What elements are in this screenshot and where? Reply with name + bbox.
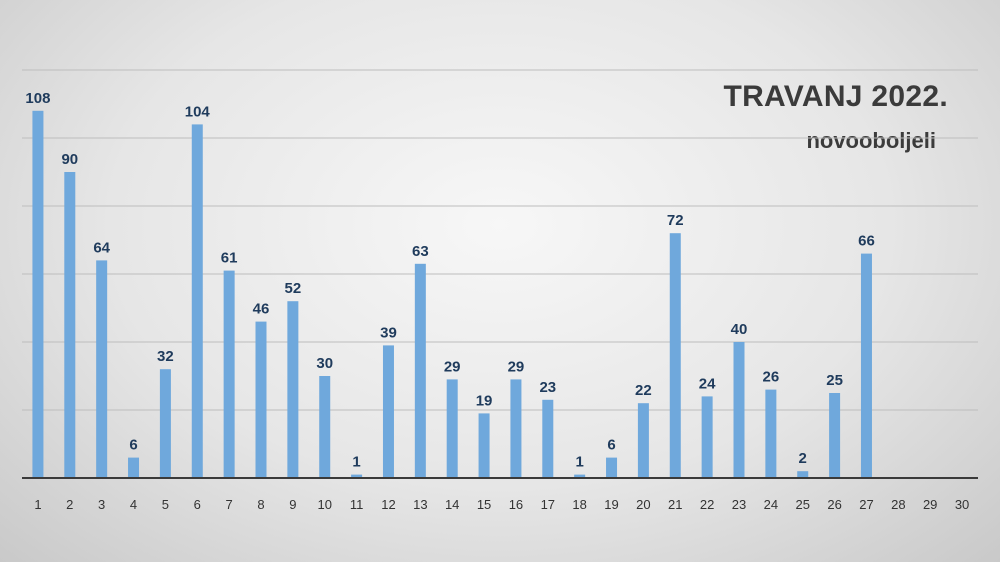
bar	[829, 393, 841, 478]
bar	[351, 474, 363, 478]
data-label: 46	[253, 301, 270, 318]
x-tick-label: 19	[604, 497, 618, 512]
data-label: 104	[185, 103, 211, 120]
x-tick-label: 10	[317, 497, 331, 512]
bar	[319, 376, 331, 478]
data-label: 30	[316, 355, 333, 372]
bar	[191, 124, 203, 479]
data-labels: 108 90 64 6 32 104 61 46 52 30 1 39 63 29 19 29 23 1 6 22 72…	[25, 90, 874, 471]
bar	[669, 233, 681, 478]
data-label: 1	[575, 454, 583, 471]
data-label: 25	[826, 372, 843, 389]
bar	[542, 399, 554, 478]
x-tick-label: 26	[827, 497, 841, 512]
bars	[32, 110, 872, 479]
x-tick-label: 16	[509, 497, 523, 512]
x-tick-label: 6	[194, 497, 201, 512]
bar	[637, 403, 649, 478]
x-tick-label: 25	[795, 497, 809, 512]
data-label: 23	[539, 379, 556, 396]
bar	[223, 270, 235, 478]
gridlines	[22, 69, 978, 411]
data-label: 29	[508, 358, 525, 375]
data-label: 39	[380, 324, 397, 341]
data-label: 6	[129, 437, 137, 454]
bar	[32, 110, 44, 479]
bar	[159, 369, 171, 478]
bar	[64, 172, 76, 478]
x-tick-label: 22	[700, 497, 714, 512]
x-tick-label: 18	[572, 497, 586, 512]
x-tick-label: 21	[668, 497, 682, 512]
data-label: 72	[667, 212, 684, 229]
data-label: 19	[476, 392, 493, 409]
x-tick-label: 1	[34, 497, 41, 512]
bar	[765, 389, 777, 478]
bar	[414, 263, 426, 478]
x-tick-label: 28	[891, 497, 905, 512]
bar	[797, 471, 809, 478]
bar	[860, 253, 872, 478]
data-label: 52	[285, 280, 302, 297]
data-label: 6	[607, 437, 615, 454]
bar	[574, 474, 586, 478]
bar	[255, 321, 267, 478]
data-label: 29	[444, 358, 461, 375]
bar	[606, 457, 618, 478]
bar	[733, 342, 745, 478]
data-label: 90	[61, 151, 78, 168]
data-label: 24	[699, 375, 716, 392]
x-tick-label: 20	[636, 497, 650, 512]
data-label: 61	[221, 250, 238, 267]
data-label: 2	[799, 450, 807, 467]
data-label: 40	[731, 321, 748, 338]
x-tick-labels: 1 2 3 4 5 6 7 8 9 10 11 12 13 14 15 16 17 18 19 20 21 22 23 24 2…	[34, 497, 969, 512]
bar	[287, 301, 299, 478]
x-tick-label: 30	[955, 497, 969, 512]
x-tick-label: 15	[477, 497, 491, 512]
bar	[510, 379, 522, 478]
bar	[128, 457, 140, 478]
bar	[382, 345, 394, 478]
x-tick-label: 11	[350, 497, 364, 512]
data-label: 108	[25, 90, 50, 107]
bar	[96, 260, 108, 478]
x-tick-label: 8	[257, 497, 264, 512]
x-tick-label: 2	[66, 497, 73, 512]
x-tick-label: 5	[162, 497, 169, 512]
x-tick-label: 9	[289, 497, 296, 512]
data-label: 32	[157, 348, 174, 365]
data-label: 26	[763, 369, 780, 386]
data-label: 66	[858, 233, 875, 250]
x-tick-label: 4	[130, 497, 137, 512]
title: TRAVANJ 2022.	[723, 80, 948, 113]
x-tick-label: 24	[764, 497, 778, 512]
x-tick-label: 29	[923, 497, 937, 512]
x-tick-label: 3	[98, 497, 105, 512]
bar	[701, 396, 713, 478]
bar	[478, 413, 490, 478]
x-tick-label: 7	[226, 497, 233, 512]
bar	[446, 379, 458, 478]
x-tick-label: 27	[859, 497, 873, 512]
data-label: 63	[412, 243, 429, 260]
x-tick-label: 14	[445, 497, 459, 512]
x-tick-label: 13	[413, 497, 427, 512]
subtitle: novooboljeli	[806, 128, 936, 153]
x-tick-label: 12	[381, 497, 395, 512]
data-label: 1	[352, 454, 360, 471]
x-tick-label: 17	[541, 497, 555, 512]
data-label: 64	[93, 239, 110, 256]
data-label: 22	[635, 382, 652, 399]
x-tick-label: 23	[732, 497, 746, 512]
